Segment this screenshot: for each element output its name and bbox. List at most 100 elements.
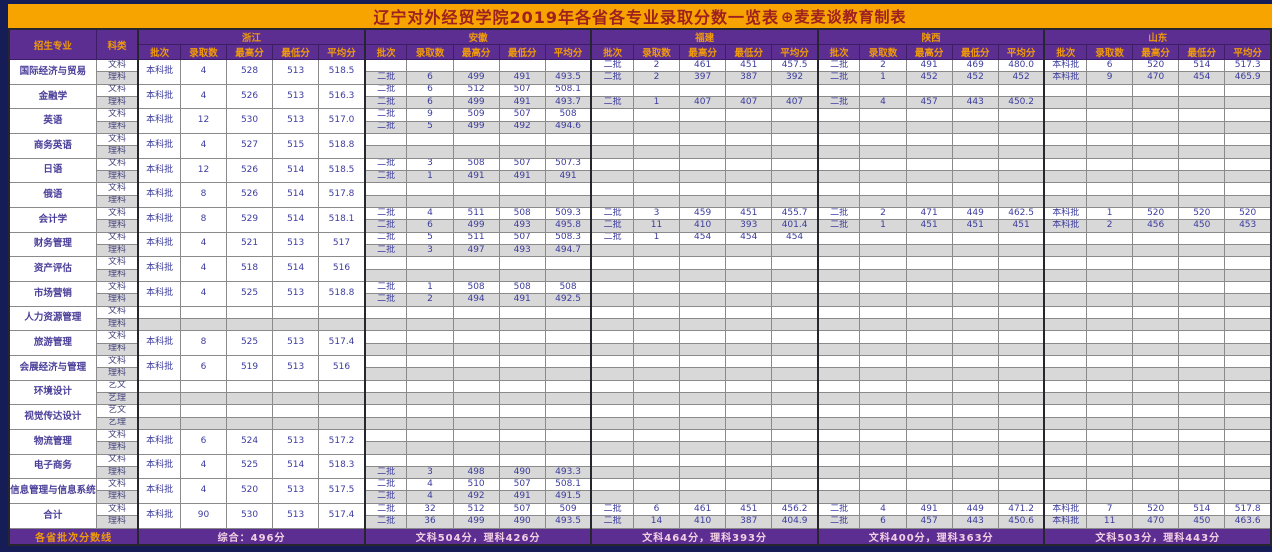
batch-cell: 二批 [816, 71, 861, 85]
data-cell [859, 478, 907, 492]
data-cell [1086, 169, 1134, 184]
data-cell: 6 [406, 71, 454, 85]
batch-cell [363, 194, 408, 208]
data-cell [1178, 330, 1226, 344]
batch-cell: 二批 [363, 206, 408, 221]
batch-cell [1043, 169, 1088, 184]
data-cell [997, 441, 1045, 455]
data-cell: 493.7 [544, 95, 592, 110]
batch-cell [1043, 108, 1088, 122]
data-cell: 513 [272, 231, 320, 258]
data-cell: 4 [406, 206, 454, 221]
batch-cell [363, 453, 408, 467]
batch-cell [816, 330, 861, 344]
table-row: 合计 文科 本科批 90 530 513 517.4 二批 32 512 507 509 二批 6 461 4… [8, 502, 1272, 530]
data-cell: 443 [951, 515, 999, 529]
batch-cell [363, 428, 408, 443]
data-cell [905, 379, 953, 393]
data-cell: 517.3 [1224, 58, 1272, 73]
data-cell [1086, 428, 1134, 443]
data-cell [905, 428, 953, 443]
major-name-cell: 市场营销 [8, 280, 97, 307]
data-cell: 491 [905, 502, 953, 517]
data-cell [771, 305, 819, 319]
batch-cell [363, 404, 408, 418]
batch-cell [363, 268, 408, 282]
data-cell [951, 490, 999, 504]
data-cell [725, 367, 773, 381]
data-cell [859, 330, 907, 344]
footer-label-cell: 各省批次分数线 [8, 528, 139, 546]
data-cell [406, 58, 454, 73]
data-cell [1132, 83, 1180, 97]
batch-cell [363, 256, 408, 270]
data-cell [679, 354, 727, 369]
data-cell: 1 [406, 169, 454, 184]
data-cell [1086, 194, 1134, 208]
data-cell [1224, 465, 1272, 480]
data-cell: 518.5 [318, 59, 366, 85]
data-cell: 515 [272, 132, 320, 159]
data-cell [859, 379, 907, 393]
batch-cell [590, 379, 634, 393]
category-cell: 文科 [95, 478, 139, 492]
data-cell: 455.7 [771, 206, 819, 221]
data-cell [1178, 95, 1226, 110]
data-cell [859, 83, 907, 97]
data-cell [1178, 367, 1226, 381]
data-cell: 518.3 [318, 453, 366, 480]
data-cell [452, 428, 500, 443]
data-cell [1086, 145, 1134, 159]
data-cell [951, 182, 999, 196]
data-cell [905, 330, 953, 344]
metric-header: 批次 [816, 44, 861, 60]
data-cell: 457.5 [771, 58, 819, 73]
batch-cell: 二批 [363, 490, 408, 504]
batch-cell [363, 379, 408, 393]
category-cell: 理科 [95, 95, 139, 110]
batch-cell [590, 305, 634, 319]
data-cell [1178, 231, 1226, 245]
data-cell: 520 [1132, 206, 1180, 221]
data-cell [905, 145, 953, 159]
data-cell [498, 367, 546, 381]
data-cell [544, 391, 592, 406]
footer-line-cell: 文科503分，理科443分 [1043, 528, 1272, 546]
data-cell: 480.0 [997, 58, 1045, 73]
data-cell [951, 428, 999, 443]
data-cell [905, 231, 953, 245]
data-cell [1132, 169, 1180, 184]
category-cell: 理科 [95, 268, 139, 282]
data-cell: 507 [498, 108, 546, 122]
data-cell: 516 [318, 256, 366, 282]
batch-cell [590, 391, 634, 406]
data-cell [632, 490, 681, 504]
data-cell: 516.3 [318, 83, 366, 110]
data-cell [859, 231, 907, 245]
batch-cell: 本科批 [137, 256, 181, 282]
data-cell [859, 243, 907, 258]
data-cell [632, 379, 681, 393]
data-cell [997, 330, 1045, 344]
category-cell: 理科 [95, 169, 139, 184]
major-name-cell: 信息管理与信息系统 [8, 478, 97, 504]
data-cell [997, 132, 1045, 147]
metric-header: 最高分 [452, 44, 500, 60]
batch-cell [590, 293, 634, 307]
data-cell [951, 354, 999, 369]
data-cell: 491 [498, 71, 546, 85]
batch-cell [816, 120, 861, 134]
data-cell [997, 453, 1045, 467]
data-cell [632, 280, 681, 295]
data-cell [1224, 120, 1272, 134]
batch-cell [590, 317, 634, 332]
data-cell [1132, 330, 1180, 344]
data-cell [318, 391, 366, 406]
data-cell [1224, 194, 1272, 208]
data-cell [632, 83, 681, 97]
data-cell [771, 194, 819, 208]
batch-cell [1043, 305, 1088, 319]
province-header: 陕西 [816, 28, 1045, 45]
data-cell [318, 379, 366, 393]
data-cell [679, 404, 727, 418]
